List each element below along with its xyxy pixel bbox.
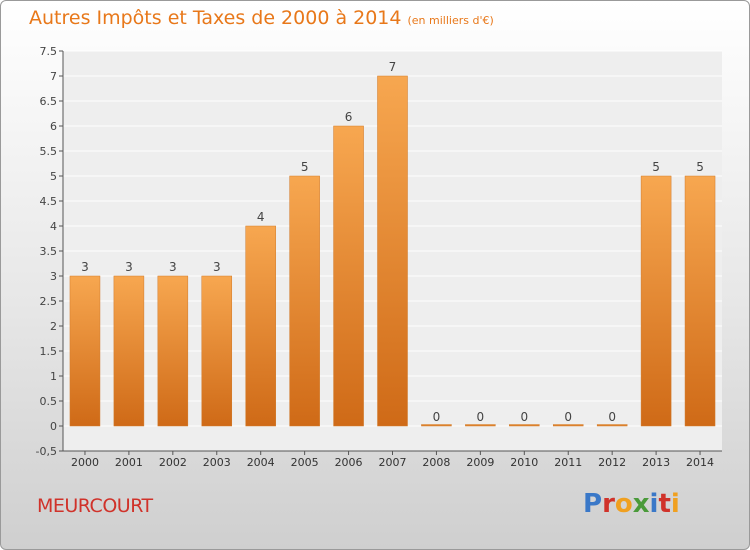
bar-2009 bbox=[465, 424, 496, 427]
x-tick-label-2006: 2006 bbox=[335, 456, 363, 469]
data-label-2012: 0 bbox=[608, 410, 616, 424]
y-tick-label: 0 bbox=[50, 420, 57, 433]
bar-2010 bbox=[509, 424, 540, 427]
y-tick-label: 5.5 bbox=[40, 145, 58, 158]
y-tick-label: 3 bbox=[50, 270, 57, 283]
x-tick-label-2011: 2011 bbox=[554, 456, 582, 469]
data-label-2009: 0 bbox=[477, 410, 485, 424]
x-tick-label-2010: 2010 bbox=[510, 456, 538, 469]
bar-2006 bbox=[333, 125, 364, 427]
data-label-2011: 0 bbox=[564, 410, 572, 424]
y-tick-label: 7.5 bbox=[40, 45, 58, 58]
data-label-2013: 5 bbox=[652, 160, 660, 174]
y-tick-label: 6.5 bbox=[40, 95, 58, 108]
data-label-2000: 3 bbox=[81, 260, 89, 274]
x-tick-label-2001: 2001 bbox=[115, 456, 143, 469]
y-tick-label: 3.5 bbox=[40, 245, 58, 258]
y-tick-label: 0.5 bbox=[40, 395, 58, 408]
bar-2008 bbox=[421, 424, 452, 427]
y-tick-label: 2.5 bbox=[40, 295, 58, 308]
y-tick-label: -0,5 bbox=[36, 445, 57, 458]
data-label-2006: 6 bbox=[345, 110, 353, 124]
data-label-2001: 3 bbox=[125, 260, 133, 274]
x-tick-label-2008: 2008 bbox=[422, 456, 450, 469]
x-tick-label-2000: 2000 bbox=[71, 456, 99, 469]
y-tick-label: 2 bbox=[50, 320, 57, 333]
x-tick-label-2012: 2012 bbox=[598, 456, 626, 469]
data-label-2004: 4 bbox=[257, 210, 265, 224]
y-tick-label: 5 bbox=[50, 170, 57, 183]
data-label-2014: 5 bbox=[696, 160, 704, 174]
x-tick-label-2007: 2007 bbox=[379, 456, 407, 469]
bar-2004 bbox=[245, 225, 276, 427]
data-label-2010: 0 bbox=[520, 410, 528, 424]
proxiti-logo: Proxiti bbox=[583, 489, 680, 519]
x-tick-label-2014: 2014 bbox=[686, 456, 714, 469]
x-tick-label-2004: 2004 bbox=[247, 456, 275, 469]
bar-2001 bbox=[113, 275, 145, 427]
x-tick-label-2013: 2013 bbox=[642, 456, 670, 469]
chart-subtitle: (en milliers d'€) bbox=[407, 14, 494, 27]
data-label-2002: 3 bbox=[169, 260, 177, 274]
bar-2011 bbox=[552, 424, 584, 427]
y-tick-label: 6 bbox=[50, 120, 57, 133]
x-tick-label-2005: 2005 bbox=[291, 456, 319, 469]
x-tick-label-2009: 2009 bbox=[466, 456, 494, 469]
data-label-2007: 7 bbox=[389, 60, 397, 74]
y-tick-label: 1.5 bbox=[40, 345, 58, 358]
y-tick-label: 4 bbox=[50, 220, 57, 233]
bar-2012 bbox=[596, 424, 628, 427]
city-name: MEURCOURT bbox=[37, 495, 153, 517]
bar-2014 bbox=[684, 175, 716, 427]
y-tick-label: 7 bbox=[50, 70, 57, 83]
x-tick-label-2002: 2002 bbox=[159, 456, 187, 469]
data-label-2008: 0 bbox=[433, 410, 441, 424]
chart-title: Autres Impôts et Taxes de 2000 à 2014 (en… bbox=[29, 7, 494, 29]
bar-2013 bbox=[640, 175, 672, 427]
bar-2007 bbox=[377, 75, 408, 427]
bar-2000 bbox=[69, 275, 101, 427]
x-tick-label-2003: 2003 bbox=[203, 456, 231, 469]
bar-2005 bbox=[289, 175, 320, 427]
data-label-2003: 3 bbox=[213, 260, 221, 274]
bar-2003 bbox=[201, 275, 233, 427]
y-tick-label: 4.5 bbox=[40, 195, 58, 208]
data-label-2005: 5 bbox=[301, 160, 309, 174]
bar-2002 bbox=[157, 275, 189, 427]
y-tick-label: 1 bbox=[50, 370, 57, 383]
